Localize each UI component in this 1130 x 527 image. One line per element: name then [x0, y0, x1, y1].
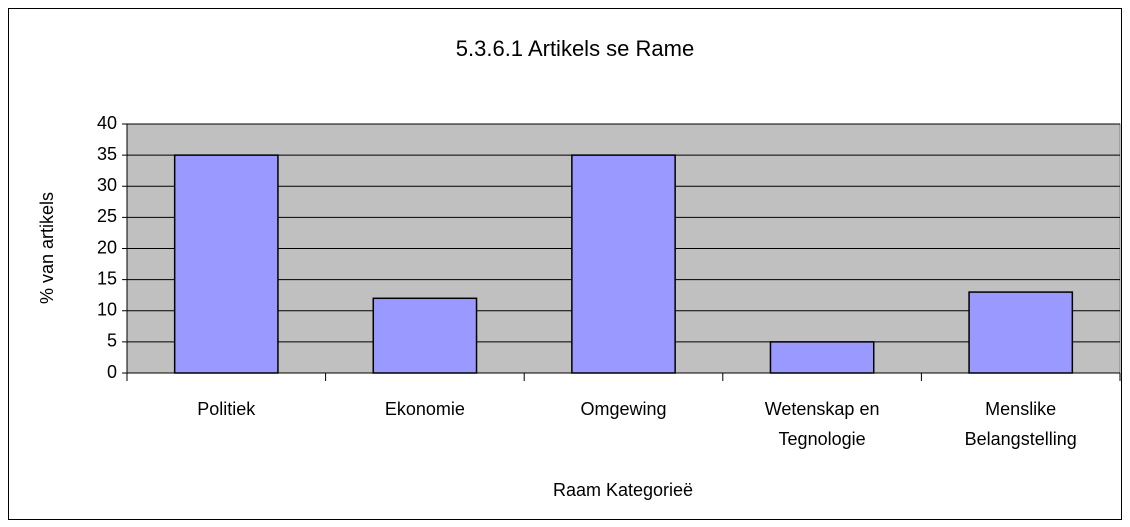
x-tick-label: Omgewing [580, 399, 667, 419]
x-tick-label: Politiek [197, 399, 256, 419]
y-tick-label: 10 [97, 300, 117, 320]
x-tick-label: Wetenskap en Tegnologie [764, 399, 880, 449]
chart-title: 5.3.6.1 Artikels se Rame [456, 36, 694, 61]
y-tick-label: 15 [97, 268, 117, 288]
y-axis-title: % van artikels [37, 192, 57, 304]
y-tick-label: 25 [97, 206, 117, 226]
y-tick-label: 40 [97, 113, 117, 133]
x-axis-title: Raam Kategorieë [553, 480, 693, 500]
bar [173, 154, 279, 374]
y-tick-label: 20 [97, 237, 117, 257]
x-tick-label: Ekonomie [384, 399, 465, 419]
bar [571, 154, 676, 374]
y-tick-label: 0 [107, 362, 117, 382]
y-tick-label: 35 [97, 144, 117, 164]
y-tick-label: 5 [107, 331, 117, 351]
bar [968, 291, 1074, 374]
bar [769, 341, 875, 374]
y-tick-label: 30 [97, 175, 117, 195]
bar [372, 297, 478, 374]
x-tick-label: Menslike Belangstelling [964, 399, 1077, 449]
